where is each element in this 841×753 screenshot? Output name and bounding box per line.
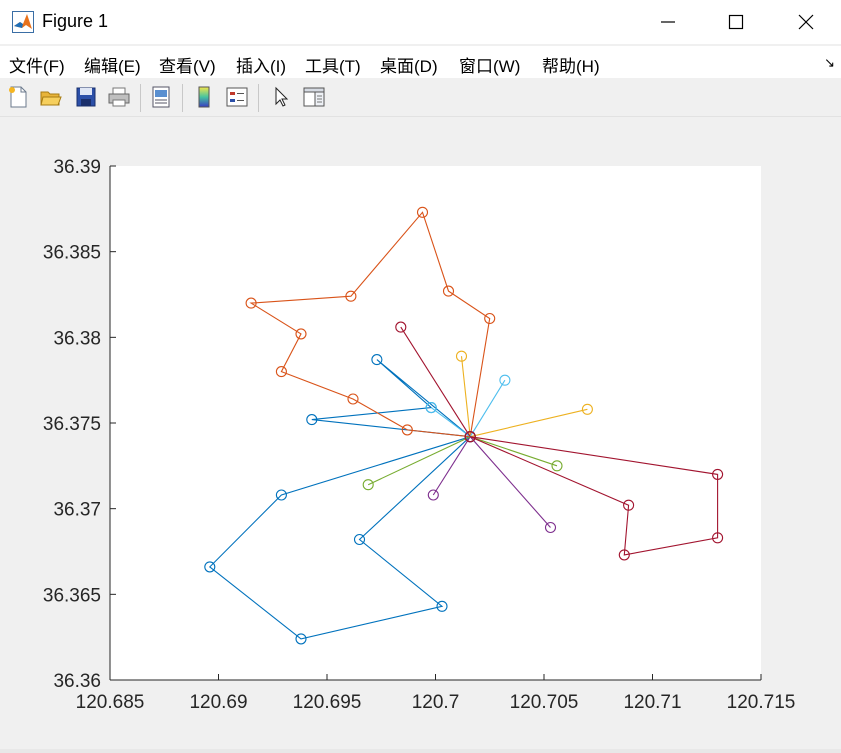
data-point-marker xyxy=(275,366,287,378)
data-point-marker xyxy=(275,489,287,501)
data-point-marker xyxy=(455,350,468,362)
save-icon xyxy=(76,87,96,107)
y-tick-label: 36.385 xyxy=(43,243,101,264)
line-plot: 120.685 120.69 120.695 120.7 120.705 120.71 12… xyxy=(43,157,796,713)
bottom-edge xyxy=(0,749,841,753)
data-point-marker xyxy=(484,312,496,325)
minimize-button[interactable] xyxy=(634,0,702,44)
maximize-icon xyxy=(728,14,744,30)
toolbar xyxy=(0,80,841,117)
x-tick-label: 120.705 xyxy=(510,692,579,713)
data-point-marker xyxy=(464,431,476,443)
x-tick-label: 120.69 xyxy=(189,692,247,713)
data-point-marker xyxy=(362,479,374,491)
data-point-marker xyxy=(416,206,429,218)
new-figure-button[interactable] xyxy=(3,82,33,112)
data-point-marker xyxy=(499,374,511,386)
x-tick-label: 120.685 xyxy=(76,692,145,713)
window-title: Figure 1 xyxy=(42,11,109,31)
print-preview-button[interactable] xyxy=(146,82,176,112)
data-point-marker xyxy=(544,521,557,534)
select-pointer-icon xyxy=(275,86,289,107)
y-tick-label: 36.375 xyxy=(43,414,101,435)
close-button[interactable] xyxy=(772,0,840,44)
y-tick-label: 36.37 xyxy=(53,500,101,521)
series-line xyxy=(249,211,491,438)
open-file-icon xyxy=(40,91,62,106)
data-point-marker xyxy=(353,533,366,546)
figure-canvas: 120.685 120.69 120.695 120.7 120.705 120.71 12… xyxy=(0,118,841,749)
menu-bar: 文件(F) 编辑(E) 查看(V) 插入(I) 工具(T) 桌面(D) 窗口(W… xyxy=(0,46,841,78)
insert-legend-button[interactable] xyxy=(222,82,252,112)
data-point-marker xyxy=(345,290,357,302)
data-point-marker xyxy=(442,285,455,297)
y-tick-label: 36.38 xyxy=(53,328,101,349)
save-button[interactable] xyxy=(71,82,101,112)
new-figure-icon xyxy=(9,86,27,108)
data-point-marker xyxy=(204,561,216,573)
data-point-marker xyxy=(427,489,439,501)
data-point-marker xyxy=(401,424,413,436)
edit-plot-button[interactable] xyxy=(266,82,296,112)
title-bar: Figure 1 xyxy=(0,0,841,44)
property-editor-icon xyxy=(303,87,325,107)
colorbar-icon xyxy=(198,86,210,108)
series-3 xyxy=(245,206,496,443)
close-icon xyxy=(798,14,814,30)
menu-window[interactable]: 窗口(W) xyxy=(459,57,521,76)
toolbar-separator xyxy=(182,84,183,112)
open-file-button[interactable] xyxy=(36,82,66,112)
print-icon xyxy=(108,87,130,107)
data-point-marker xyxy=(395,321,407,333)
toolbar-separator xyxy=(258,84,259,112)
y-tick-label: 36.39 xyxy=(53,157,101,178)
data-point-marker xyxy=(371,354,383,366)
print-button[interactable] xyxy=(104,82,134,112)
minimize-icon xyxy=(661,21,675,23)
x-tick-label: 120.7 xyxy=(412,692,460,713)
toolbar-separator xyxy=(140,84,141,112)
x-tick-label: 120.695 xyxy=(293,692,362,713)
plot-area xyxy=(110,166,761,680)
data-point-marker xyxy=(425,402,437,414)
menu-help[interactable]: 帮助(H) xyxy=(542,57,600,76)
x-tick-label: 120.715 xyxy=(727,692,796,713)
data-point-marker xyxy=(712,468,724,480)
y-tick-label: 36.36 xyxy=(53,671,101,692)
property-editor-button[interactable] xyxy=(299,82,329,112)
data-point-marker xyxy=(623,499,635,511)
maximize-button[interactable] xyxy=(702,0,770,44)
data-point-marker xyxy=(347,393,359,405)
dock-arrow-icon[interactable]: ↘ xyxy=(824,55,835,70)
data-point-marker xyxy=(712,532,724,544)
data-point-marker xyxy=(245,297,257,309)
data-point-marker xyxy=(306,414,318,426)
data-point-marker xyxy=(551,460,563,472)
data-point-marker xyxy=(581,403,593,415)
menu-edit[interactable]: 编辑(E) xyxy=(84,57,141,76)
legend-icon xyxy=(226,87,248,107)
series-line xyxy=(400,326,719,556)
menu-tools[interactable]: 工具(T) xyxy=(305,57,361,76)
data-point-marker xyxy=(618,549,630,561)
print-preview-icon xyxy=(152,86,170,108)
insert-colorbar-button[interactable] xyxy=(189,82,219,112)
menu-insert[interactable]: 插入(I) xyxy=(236,57,287,76)
y-tick-label: 36.365 xyxy=(43,585,101,606)
menu-desktop[interactable]: 桌面(D) xyxy=(380,57,438,76)
data-point-marker xyxy=(295,328,307,340)
data-point-marker xyxy=(295,633,307,645)
series-8 xyxy=(395,321,724,561)
data-point-marker xyxy=(436,600,448,612)
menu-file[interactable]: 文件(F) xyxy=(9,57,65,76)
menu-view[interactable]: 查看(V) xyxy=(159,57,216,76)
series-line xyxy=(208,436,471,640)
x-tick-label: 120.71 xyxy=(623,692,681,713)
matlab-logo-icon xyxy=(12,11,34,33)
